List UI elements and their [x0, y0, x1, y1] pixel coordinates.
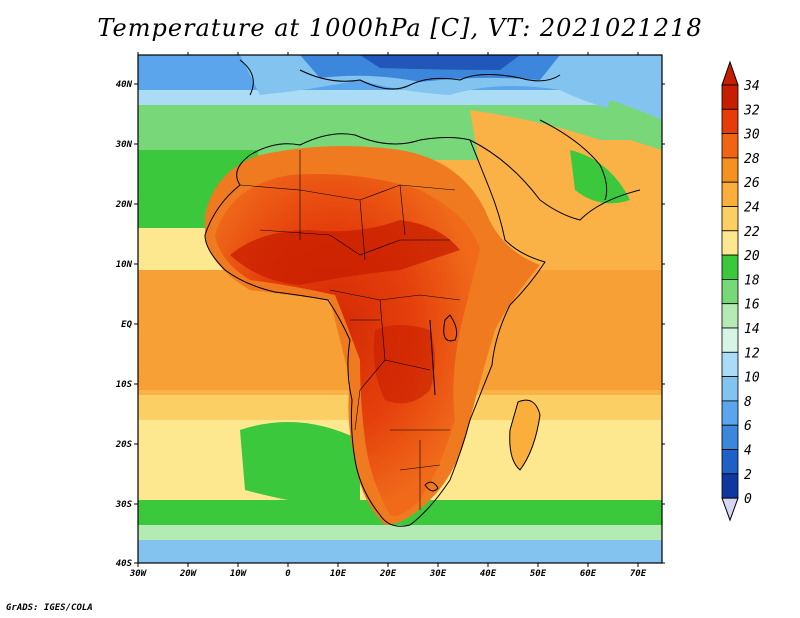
colorbar-label: 18 — [744, 273, 760, 288]
colorbar-label: 34 — [743, 79, 760, 94]
lon-tick-label: 20E — [379, 569, 397, 579]
colorbar-segment — [721, 181, 739, 207]
colorbar-segment — [721, 206, 739, 232]
colorbar-segment — [721, 84, 739, 110]
colorbar-label: 20 — [744, 249, 760, 264]
colorbar-top-arrow — [721, 60, 739, 86]
colorbar-segment — [721, 400, 739, 426]
colorbar-label: 2 — [744, 468, 752, 483]
colorbar-label: 12 — [744, 346, 760, 361]
colorbar-label: 10 — [744, 371, 760, 386]
credit-text: GrADS: IGES/COLA — [6, 603, 93, 613]
lon-tick-label: 10W — [230, 569, 248, 579]
lon-tick-label: 30W — [129, 569, 148, 579]
colorbar-segment — [721, 303, 739, 329]
colorbar-label: 6 — [744, 419, 752, 434]
lon-tick-label: 60E — [580, 569, 597, 579]
lon-tick-label: 30E — [429, 569, 447, 579]
lat-tick-label: 10S — [116, 380, 133, 390]
colorbar-segment — [721, 424, 739, 450]
plot-title: Temperature at 1000hPa [C], VT: 20210212… — [97, 14, 703, 42]
colorbar-label: 0 — [744, 492, 752, 507]
colorbar-segment — [721, 157, 739, 183]
colorbar-segment — [721, 449, 739, 475]
latitude-axis: 40N 30N 20N 10N EQ 10S 20S 30S 40S — [115, 80, 665, 569]
country-borders — [239, 150, 461, 510]
lon-tick-label: 40E — [480, 569, 497, 579]
lat-tick-label: 40S — [116, 559, 133, 569]
colorbar-label: 16 — [744, 298, 760, 313]
colorbar-segment — [721, 351, 739, 377]
colorbar-bottom-arrow — [721, 497, 739, 522]
lon-tick-label: 0 — [285, 569, 291, 579]
colorbar-label: 22 — [744, 225, 760, 240]
lat-tick-label: 10N — [116, 260, 133, 270]
lon-tick-label: 70E — [630, 569, 647, 579]
longitude-axis: 30W 20W 10W 0 10E 20E 30E 40E 50E 60E 70E — [129, 52, 647, 579]
colorbar-segment — [721, 473, 739, 499]
colorbar-segment — [721, 254, 739, 280]
colorbar-label: 14 — [744, 322, 760, 337]
colorbar-label: 32 — [743, 103, 760, 118]
colorbar-label: 30 — [743, 128, 760, 143]
lat-tick-label: 30S — [115, 500, 133, 510]
colorbar-label: 24 — [744, 201, 760, 216]
colorbar-segment — [721, 376, 739, 402]
lon-tick-label: 50E — [530, 569, 547, 579]
colorbar-segment — [721, 230, 739, 256]
lat-tick-label: 20N — [115, 200, 133, 210]
lat-tick-label: 40N — [116, 80, 133, 90]
lat-tick-label: EQ — [121, 320, 132, 330]
colorbar-segment — [721, 108, 739, 135]
colorbar-segment — [721, 278, 739, 305]
lat-tick-label: 20S — [115, 440, 133, 450]
colorbar-segment — [721, 327, 739, 353]
colorbar-label: 26 — [744, 176, 760, 191]
colorbar-label: 28 — [744, 152, 760, 167]
colorbar-label: 8 — [744, 395, 752, 410]
colorbar-segment — [721, 133, 739, 159]
colorbar-label: 4 — [744, 444, 752, 459]
map-frame — [137, 54, 663, 564]
lon-tick-label: 10E — [330, 569, 347, 579]
lat-tick-label: 30N — [115, 140, 133, 150]
temperature-field — [138, 55, 662, 563]
coastlines — [204, 59, 641, 527]
lon-tick-label: 20W — [179, 569, 198, 579]
